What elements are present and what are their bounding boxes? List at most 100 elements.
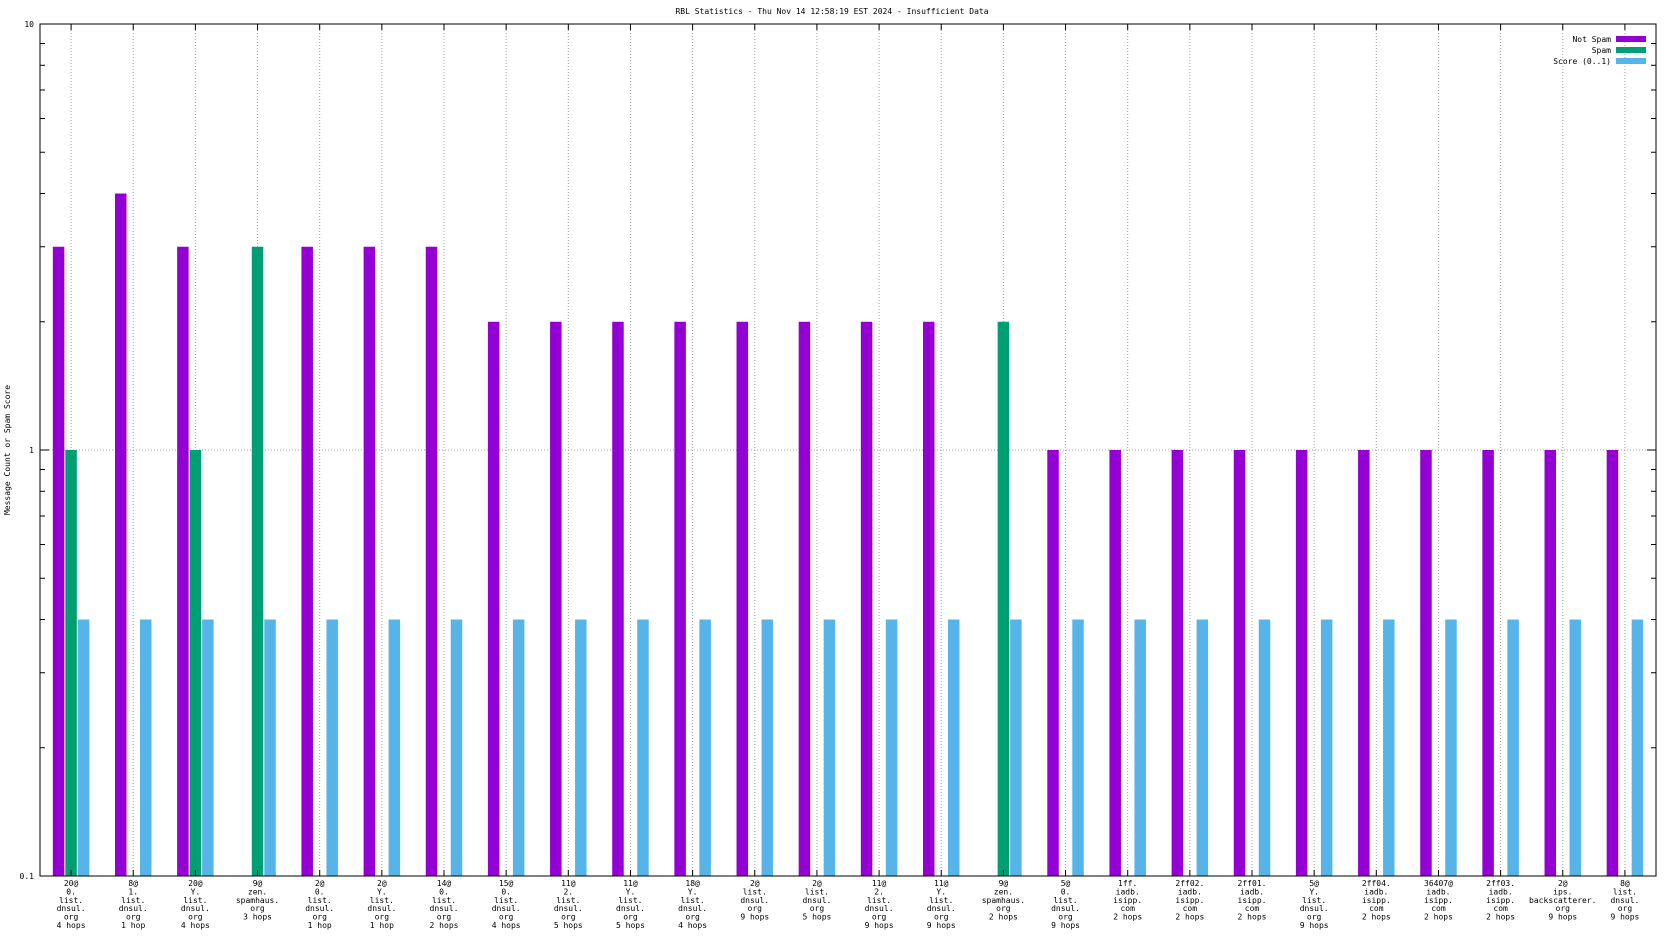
x-tick-label-line: list. [618, 896, 642, 905]
x-tick-label-line: 14@ [437, 879, 452, 888]
x-tick-label-line: 2ff01. [1238, 879, 1267, 888]
x-tick-label-line: 5 hops [616, 921, 645, 930]
x-tick-label: 36407@ iadb. isipp. com 2 hops [1424, 879, 1453, 922]
x-tick-label: 20@ Y. list. dnsul. org 4 hops [181, 879, 210, 930]
bar-score-0-1 [1134, 619, 1146, 876]
x-tick-label-line: org [872, 913, 887, 922]
x-tick-label-line: iadb. [1364, 887, 1388, 896]
x-tick-label-line: org [375, 913, 390, 922]
bar-not-spam [922, 321, 935, 876]
x-tick-label-line: backscatterer. [1529, 896, 1596, 905]
x-tick-label-line: list. [370, 896, 394, 905]
x-tick-label-line: dnsul. [181, 904, 210, 913]
x-tick-label-line: ips. [1553, 887, 1572, 896]
x-tick-label-line: list. [1053, 896, 1077, 905]
x-tick-label-line: 2@ [377, 879, 387, 888]
legend-label: Spam [1592, 46, 1611, 55]
x-tick-label-line: 5@ [1061, 879, 1071, 888]
x-tick-label-line: dnsul. [802, 896, 831, 905]
x-tick-label-line: 4 hops [181, 921, 210, 930]
x-tick-label-line: org [126, 913, 141, 922]
bar-not-spam [1358, 450, 1370, 876]
bar-score-0-1 [326, 619, 338, 876]
x-tick-label-line: 2ff02. [1175, 879, 1204, 888]
x-tick-label: 8@ list. dnsul. org 9 hops [1610, 879, 1639, 922]
x-tick-label-line: 1 hop [121, 921, 145, 930]
x-tick-label-line: dnsul. [616, 904, 645, 913]
bar-score-0-1 [761, 619, 774, 876]
x-tick-label-line: 20@ [64, 879, 79, 888]
x-tick-label-line: list. [867, 896, 891, 905]
x-tick-label-line: list. [308, 896, 332, 905]
x-tick-label-line: dnsul. [367, 904, 396, 913]
bar-score-0-1 [450, 619, 463, 876]
x-tick-label-line: org [250, 904, 265, 913]
x-tick-label-line: dnsul. [554, 904, 583, 913]
x-tick-label: 2@ 0. list. dnsul. org 1 hop [305, 879, 334, 930]
x-tick-label-line: 0. [1061, 887, 1071, 896]
x-tick-label-line: org [499, 913, 514, 922]
x-tick-label-line: 20@ [188, 879, 203, 888]
x-tick-label-line: list. [1302, 896, 1326, 905]
x-tick-label-line: isipp. [1113, 896, 1142, 905]
x-tick-label-line: org [1058, 913, 1073, 922]
x-tick-label-line: isipp. [1424, 896, 1453, 905]
x-tick-label-line: list. [556, 896, 580, 905]
chart-title: RBL Statistics - Thu Nov 14 12:58:19 EST… [675, 7, 988, 16]
x-tick-label-line: 2 hops [1424, 913, 1453, 922]
x-tick-label-line: Y. [1309, 887, 1319, 896]
x-tick-label-line: 1ff. [1118, 879, 1137, 888]
x-tick-label-line: 2 hops [989, 913, 1018, 922]
bar-not-spam [1171, 450, 1184, 876]
x-tick-label-line: 2 hops [1113, 913, 1142, 922]
x-tick-label-line: iadb. [1240, 887, 1264, 896]
x-tick-label-line: iadb. [1116, 887, 1140, 896]
x-tick-label-line: 2. [874, 887, 884, 896]
bar-not-spam [1482, 450, 1494, 876]
bar-not-spam [1420, 450, 1432, 876]
x-tick-label-line: 2@ [750, 879, 760, 888]
bar-score-0-1 [1383, 619, 1395, 876]
bar-not-spam [425, 246, 438, 876]
legend-swatch [1616, 36, 1646, 42]
bar-score-0-1 [388, 619, 401, 876]
x-tick-label-line: 9 hops [1610, 913, 1639, 922]
x-tick-label-line: 9@ [253, 879, 263, 888]
x-tick-label-line: 2 hops [430, 921, 459, 930]
x-tick-label-line: dnsul. [57, 904, 86, 913]
bar-score-0-1 [1631, 619, 1644, 876]
x-tick-label-line: 11@ [561, 879, 576, 888]
x-tick-label-line: 0. [439, 887, 449, 896]
x-tick-label-line: 1 hop [370, 921, 394, 930]
x-tick-label: 2@ Y. list. dnsul. org 1 hop [367, 879, 396, 930]
bar-score-0-1 [1320, 619, 1333, 876]
bar-not-spam [736, 321, 749, 876]
bar-not-spam [674, 321, 686, 876]
bar-not-spam [487, 321, 500, 876]
bar-score-0-1 [202, 619, 214, 876]
x-tick-label: 18@ Y. list. dnsul. org 4 hops [678, 879, 707, 930]
x-tick-label-line: com [1245, 904, 1260, 913]
x-tick-label-line: 15@ [499, 879, 514, 888]
bar-score-0-1 [77, 619, 90, 876]
bar-not-spam [612, 321, 624, 876]
x-tick-label-line: list. [494, 896, 518, 905]
x-tick-label-line: list. [929, 896, 953, 905]
x-tick-label-line: 9@ [999, 879, 1009, 888]
x-tick-label: 2@ list. dnsul. org 9 hops [740, 879, 769, 922]
x-tick-label-line: iadb. [1178, 887, 1202, 896]
bar-not-spam [1295, 450, 1308, 876]
x-tick-label-line: dnsul. [865, 904, 894, 913]
x-tick-label-line: zen. [994, 887, 1013, 896]
x-tick-label-line: Y. [626, 887, 636, 896]
bar-spam [65, 450, 77, 876]
x-tick-label-line: 2@ [315, 879, 325, 888]
bar-not-spam [1047, 450, 1059, 876]
bar-not-spam [177, 246, 189, 876]
x-tick-label-line: org [64, 913, 79, 922]
bar-not-spam [1606, 450, 1619, 876]
x-tick-label: 11@ Y. list. dnsul. org 9 hops [927, 879, 956, 930]
bar-spam [251, 246, 264, 876]
x-tick-label-line: org [685, 913, 700, 922]
